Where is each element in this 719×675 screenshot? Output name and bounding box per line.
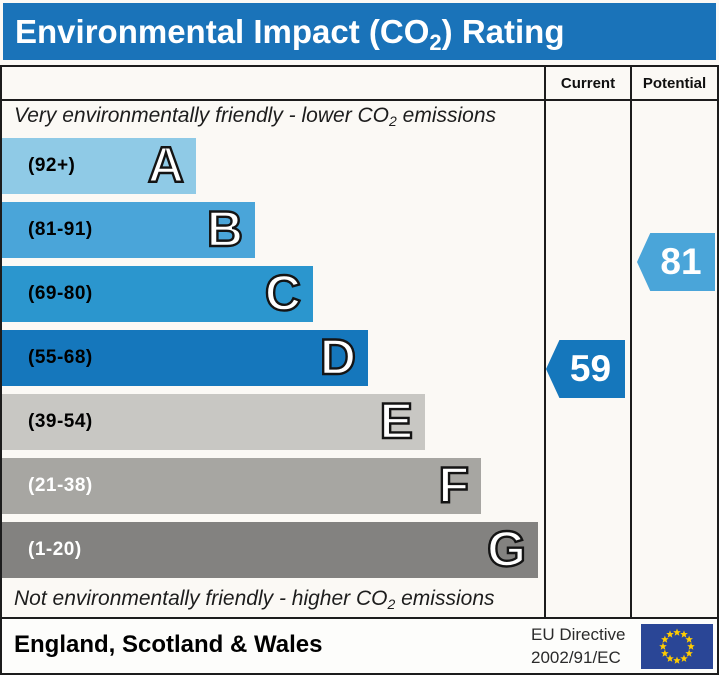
band-letter: A [147,136,186,194]
band-letter: E [378,392,414,450]
column-header-potential: Potential [642,75,707,92]
top-note-text: Very environmentally friendly - lower CO [14,104,390,127]
footer-strip [2,619,717,673]
band-letter: C [264,264,303,322]
title-bar: Environmental Impact (CO2) Rating [3,3,716,60]
top-note-subscript: 2 [389,113,397,129]
eu-flag-star-icon [680,654,688,662]
band-letter: D [319,328,358,386]
bottom-note-text: Not environmentally friendly - higher CO [14,587,388,610]
header-divider [2,99,717,101]
eu-directive-line2: 2002/91/EC [531,648,621,667]
eu-flag-star-icon [685,649,693,657]
band-letter: G [486,520,527,578]
bottom-note-suffix: emissions [395,587,495,610]
eu-flag-star-icon [685,635,693,643]
eu-flag-star-icon [666,630,674,638]
band-range-label: (39-54) [28,411,93,432]
potential-rating-marker: 81 [637,233,715,291]
eu-flag-stars [659,628,695,664]
bottom-note: Not environmentally friendly - higher CO… [14,587,495,612]
band-letter: B [206,200,245,258]
potential-column-divider [630,67,632,617]
eu-flag-star-icon [673,628,681,636]
footer-divider [2,617,717,619]
column-header-current: Current [560,75,616,92]
band-row: (21-38) F [2,456,481,514]
title-text: Environmental Impact (CO [15,13,430,50]
eu-flag-star-icon [673,656,681,664]
band-row: (39-54) E [2,392,425,450]
band-range-label: (81-91) [28,219,93,240]
bottom-note-subscript: 2 [387,596,396,612]
footer-region-label: England, Scotland & Wales [14,631,323,658]
eu-flag-star-icon [666,654,674,662]
current-rating-marker: 59 [546,340,625,398]
eu-directive-line1: EU Directive [531,625,626,644]
band-range-label: (69-80) [28,283,93,304]
title-subscript: 2 [429,30,442,55]
eu-directive-label: EU Directive 2002/91/EC [531,623,625,669]
band-range-label: (21-38) [28,475,93,496]
chart-frame [0,65,719,675]
top-note: Very environmentally friendly - lower CO… [14,104,497,129]
band-range-label: (92+) [28,155,76,176]
eu-flag-star-icon [661,649,669,657]
eu-flag-star-icon [687,642,695,650]
title-text-suffix: ) Rating [441,13,565,50]
band-row: (92+) A [2,136,196,194]
band-letter: F [437,456,470,514]
band-row: (69-80) C [2,264,313,322]
current-column-divider [544,67,546,617]
band-row: (55-68) D [2,328,368,386]
band-range-label: (55-68) [28,347,93,368]
eu-flag-star-icon [661,635,669,643]
eu-flag-star-icon [659,642,667,650]
current-rating-value: 59 [569,348,612,389]
potential-rating-value: 81 [660,241,702,282]
band-row: (1-20) G [2,520,538,578]
band-row: (81-91) B [2,200,255,258]
band-range-label: (1-20) [28,539,82,560]
page-title: Environmental Impact (CO2) Rating [15,13,565,55]
eu-flag-icon [641,624,713,669]
top-note-suffix: emissions [396,104,497,127]
eu-flag-star-icon [680,630,688,638]
